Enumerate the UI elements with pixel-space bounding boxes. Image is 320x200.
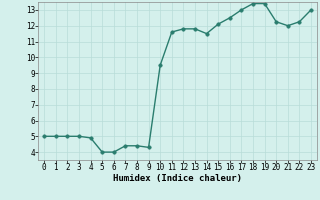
X-axis label: Humidex (Indice chaleur): Humidex (Indice chaleur) xyxy=(113,174,242,183)
